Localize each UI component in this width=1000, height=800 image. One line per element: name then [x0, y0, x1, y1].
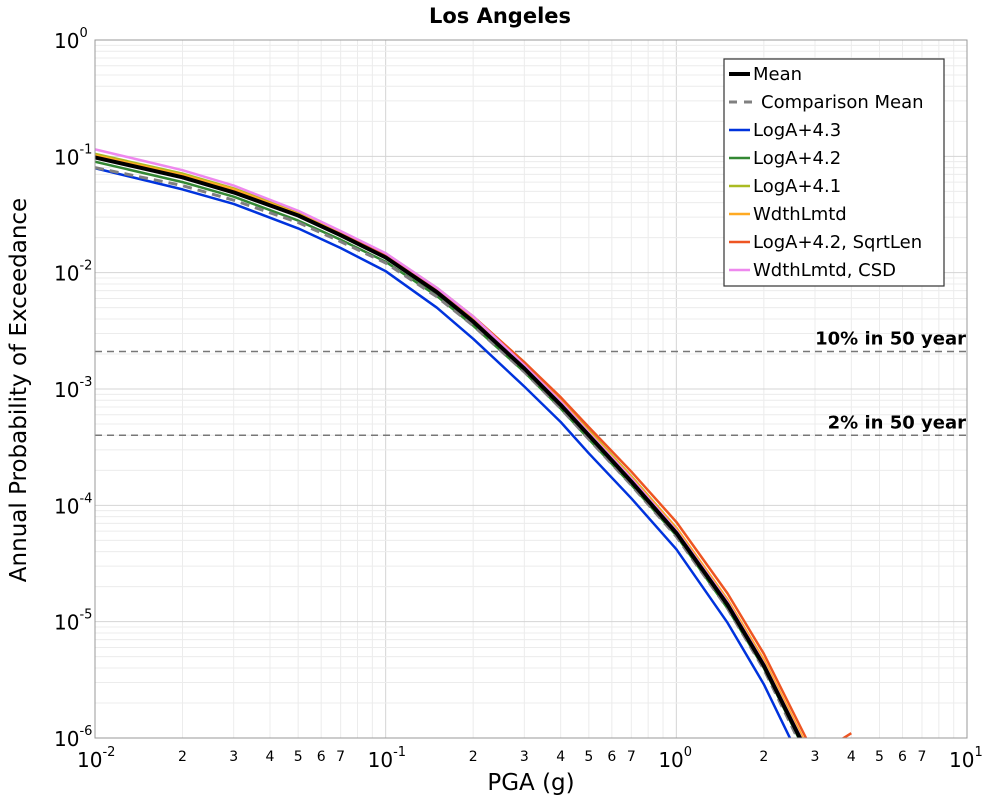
legend: Mean Comparison Mean LogA+4.3 LogA+4.2 LogA+…	[723, 58, 945, 287]
legend-label: LogA+4.2, SqrtLen	[753, 232, 922, 253]
legend-label: LogA+4.1	[753, 176, 841, 197]
x-minor-tick-label: 3	[229, 749, 238, 765]
y-axis-label: Annual Probability of Exceedance	[6, 198, 32, 582]
grid	[94, 40, 967, 739]
series-lines	[95, 148, 852, 738]
y-tick-label: 100	[54, 26, 88, 53]
x-minor-tick-label: 4	[556, 749, 565, 765]
y-axis-ticks: 100 10-1 10-2 10-3 10-4 10-5 10-6	[54, 26, 92, 751]
series-line	[95, 166, 800, 738]
x-axis-label: PGA (g)	[487, 770, 574, 796]
x-minor-tick-label: 7	[336, 749, 345, 765]
x-minor-tick-label: 6	[898, 749, 907, 765]
x-minor-tick-label: 7	[627, 749, 636, 765]
x-minor-tick-label: 7	[918, 749, 927, 765]
chart-title: Los Angeles	[429, 4, 571, 28]
x-tick-label: 101	[949, 745, 983, 772]
legend-label: Mean	[753, 64, 802, 85]
reference-line-label: 10% in 50 year	[815, 329, 966, 350]
legend-label: LogA+4.3	[753, 120, 841, 141]
plot-frame	[94, 39, 968, 739]
legend-box	[723, 58, 945, 287]
x-minor-tick-label: 2	[759, 749, 768, 765]
y-tick-label: 10-2	[54, 259, 92, 286]
y-tick-label: 10-5	[54, 608, 92, 635]
y-tick-label: 10-4	[54, 491, 92, 518]
x-minor-tick-label: 3	[811, 749, 820, 765]
reference-line-label: 2% in 50 year	[828, 412, 966, 433]
x-minor-tick-label: 2	[178, 749, 187, 765]
x-minor-tick-label: 2	[469, 749, 478, 765]
x-tick-label: 10-2	[77, 745, 115, 772]
x-minor-tick-label: 5	[584, 749, 593, 765]
x-minor-tick-label: 4	[847, 749, 856, 765]
legend-label: WdthLmtd, CSD	[753, 260, 896, 281]
reference-lines: 10% in 50 year 2% in 50 year	[95, 329, 967, 437]
series-line	[95, 166, 792, 738]
series-line	[95, 155, 803, 738]
x-minor-tick-label: 6	[317, 749, 326, 765]
legend-label: Comparison Mean	[761, 92, 924, 113]
x-tick-label: 10-1	[368, 745, 406, 772]
x-minor-tick-label: 5	[294, 749, 303, 765]
x-minor-tick-label: 4	[266, 749, 275, 765]
legend-label: WdthLmtd	[753, 204, 847, 225]
y-tick-label: 10-1	[54, 142, 92, 169]
y-tick-label: 10-3	[54, 375, 92, 402]
x-minor-tick-label: 3	[520, 749, 529, 765]
y-tick-label: 10-6	[54, 724, 92, 751]
x-minor-tick-label: 6	[607, 749, 616, 765]
x-tick-label: 100	[658, 745, 692, 772]
legend-label: LogA+4.2	[753, 148, 841, 169]
x-minor-tick-label: 5	[875, 749, 884, 765]
